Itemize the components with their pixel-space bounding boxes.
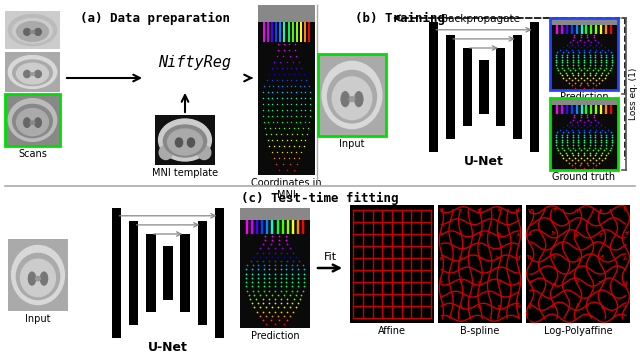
Ellipse shape [35, 71, 42, 78]
FancyBboxPatch shape [550, 98, 618, 170]
Ellipse shape [13, 60, 52, 86]
Ellipse shape [20, 259, 56, 296]
Text: Log-Polyaffine: Log-Polyaffine [544, 326, 612, 336]
FancyBboxPatch shape [8, 239, 68, 311]
Ellipse shape [17, 253, 60, 300]
FancyBboxPatch shape [438, 205, 522, 323]
Ellipse shape [28, 272, 36, 285]
FancyBboxPatch shape [258, 5, 315, 22]
Text: NiftyReg: NiftyReg [159, 54, 232, 69]
FancyBboxPatch shape [479, 60, 488, 114]
Text: Coordinates in
MNI: Coordinates in MNI [251, 178, 322, 200]
FancyBboxPatch shape [550, 18, 618, 90]
Ellipse shape [328, 71, 376, 123]
Text: B-spline: B-spline [460, 326, 500, 336]
Ellipse shape [8, 99, 57, 141]
Ellipse shape [24, 118, 30, 127]
Text: Prediction: Prediction [560, 92, 608, 102]
Text: (b) Training: (b) Training [355, 12, 445, 25]
FancyBboxPatch shape [496, 48, 506, 126]
Text: (c) Test-time fitting: (c) Test-time fitting [241, 192, 399, 205]
Ellipse shape [188, 138, 195, 147]
FancyBboxPatch shape [463, 48, 472, 126]
FancyBboxPatch shape [112, 208, 122, 338]
Ellipse shape [159, 119, 211, 161]
Text: Prediction: Prediction [251, 331, 300, 341]
Ellipse shape [17, 63, 49, 84]
Ellipse shape [17, 21, 49, 42]
Text: Scans: Scans [18, 149, 47, 159]
Ellipse shape [168, 129, 202, 155]
FancyBboxPatch shape [5, 52, 60, 92]
Ellipse shape [349, 97, 355, 102]
Ellipse shape [24, 29, 30, 35]
Ellipse shape [159, 145, 172, 160]
FancyBboxPatch shape [513, 35, 522, 139]
Ellipse shape [35, 118, 42, 127]
Ellipse shape [13, 105, 52, 138]
Text: Input: Input [339, 139, 365, 149]
FancyBboxPatch shape [240, 208, 310, 220]
Text: Backpropagate: Backpropagate [440, 14, 520, 24]
FancyBboxPatch shape [155, 115, 215, 165]
FancyBboxPatch shape [129, 221, 138, 325]
Text: Fit: Fit [323, 252, 337, 262]
Ellipse shape [30, 121, 35, 124]
Text: Input: Input [25, 314, 51, 324]
Ellipse shape [198, 145, 211, 160]
Ellipse shape [30, 31, 35, 33]
FancyBboxPatch shape [530, 22, 540, 152]
FancyBboxPatch shape [5, 94, 60, 146]
FancyBboxPatch shape [146, 234, 156, 312]
Ellipse shape [341, 92, 349, 106]
Text: U-Net: U-Net [148, 341, 188, 354]
Text: U-Net: U-Net [464, 155, 504, 168]
FancyBboxPatch shape [550, 18, 618, 25]
FancyBboxPatch shape [240, 208, 310, 328]
FancyBboxPatch shape [526, 205, 630, 323]
Ellipse shape [36, 276, 40, 281]
Ellipse shape [163, 125, 207, 157]
FancyBboxPatch shape [198, 221, 207, 325]
Ellipse shape [30, 73, 35, 75]
Ellipse shape [355, 92, 363, 106]
Ellipse shape [175, 138, 182, 147]
Ellipse shape [24, 71, 30, 78]
Ellipse shape [17, 108, 49, 136]
Ellipse shape [13, 19, 52, 43]
Text: Ground truth: Ground truth [552, 172, 616, 182]
FancyBboxPatch shape [258, 5, 315, 175]
Ellipse shape [322, 61, 382, 129]
FancyBboxPatch shape [445, 35, 455, 139]
FancyBboxPatch shape [163, 246, 173, 300]
Text: Loss eq. (1): Loss eq. (1) [629, 68, 638, 120]
FancyBboxPatch shape [318, 54, 386, 136]
FancyBboxPatch shape [5, 11, 60, 49]
Ellipse shape [332, 77, 372, 120]
Ellipse shape [8, 55, 57, 88]
FancyBboxPatch shape [429, 22, 438, 152]
FancyBboxPatch shape [550, 98, 618, 105]
FancyBboxPatch shape [180, 234, 190, 312]
Ellipse shape [40, 272, 47, 285]
FancyBboxPatch shape [350, 205, 434, 323]
Ellipse shape [8, 14, 57, 45]
Ellipse shape [12, 246, 65, 305]
FancyBboxPatch shape [214, 208, 224, 338]
Text: Affine: Affine [378, 326, 406, 336]
Text: (a) Data preparation: (a) Data preparation [80, 12, 230, 25]
Ellipse shape [35, 29, 42, 35]
Text: MNI template: MNI template [152, 168, 218, 178]
